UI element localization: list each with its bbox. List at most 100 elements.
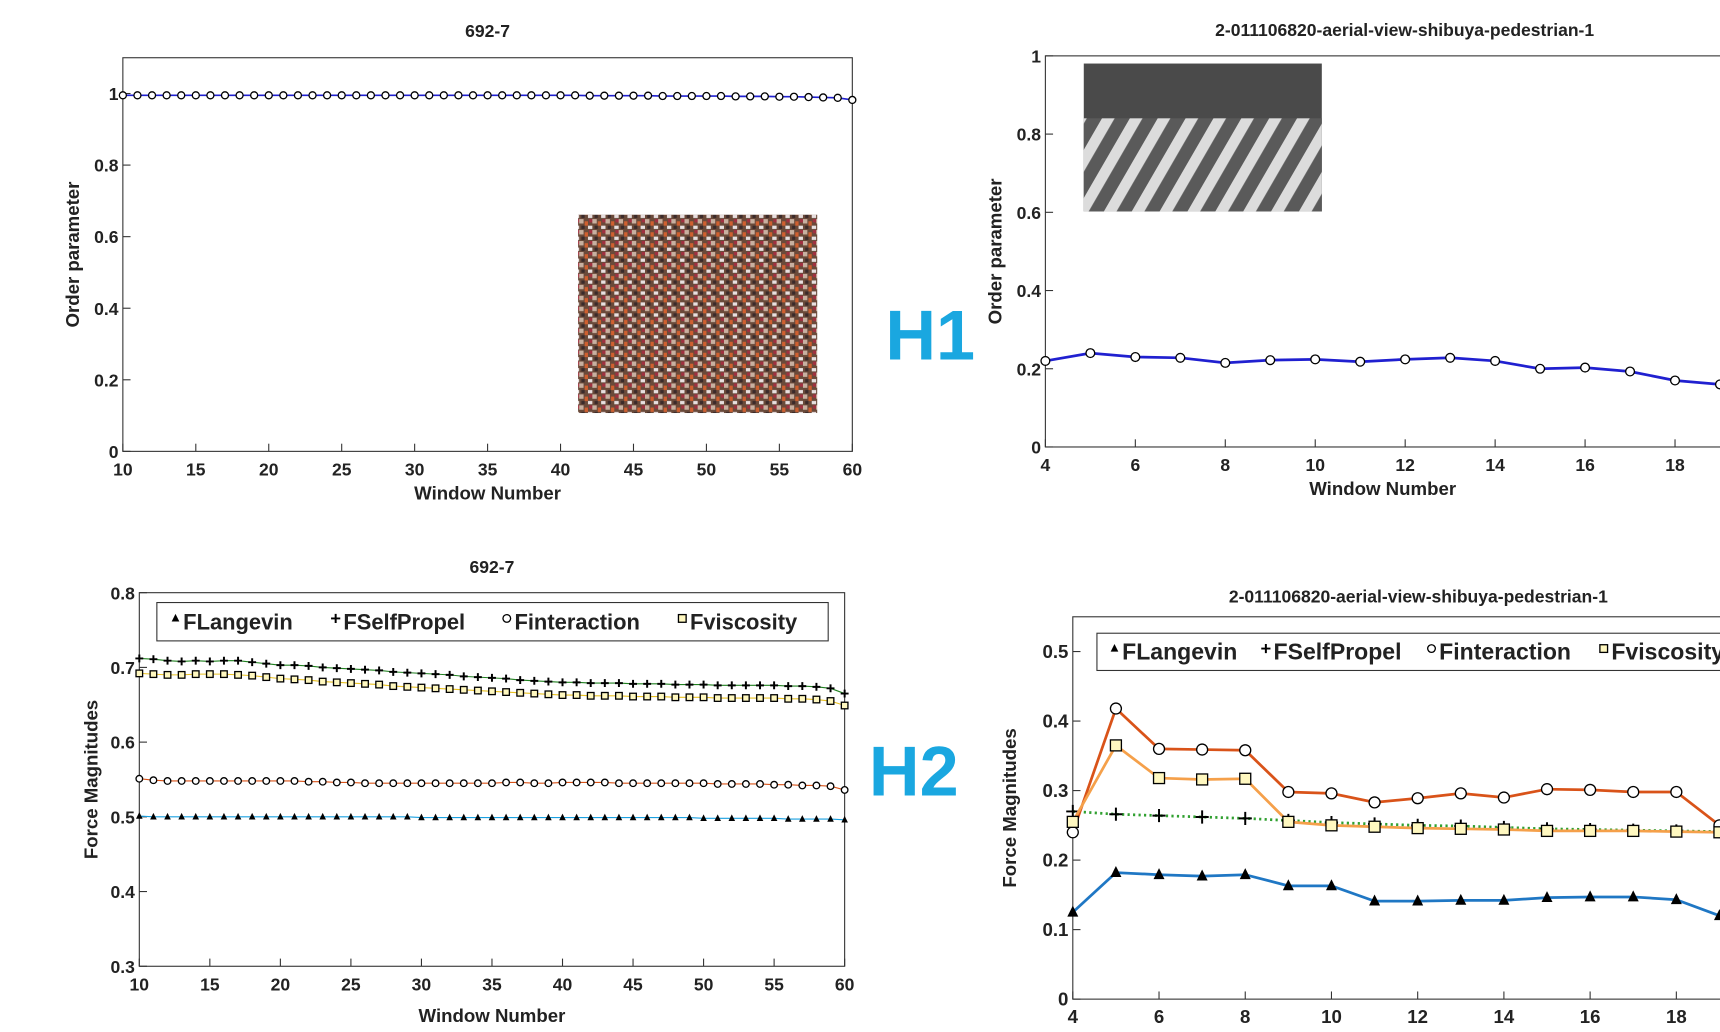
marker	[417, 779, 426, 788]
marker	[375, 680, 384, 689]
marker	[1411, 792, 1424, 805]
marker	[1325, 819, 1338, 832]
marker	[826, 697, 835, 705]
chart: 2-011106820-aerial-view-shibuya-pedestri…	[984, 20, 1720, 499]
marker	[657, 679, 666, 688]
marker	[389, 667, 398, 676]
marker	[714, 814, 721, 821]
marker	[585, 91, 594, 100]
marker	[488, 779, 496, 788]
marker	[1066, 826, 1079, 839]
marker	[163, 777, 172, 785]
marker	[439, 91, 448, 100]
marker	[468, 91, 478, 100]
marker	[643, 679, 652, 688]
marker	[395, 91, 405, 100]
marker	[135, 654, 144, 663]
marker	[276, 777, 285, 785]
y-tick-label: 0.4	[111, 882, 136, 902]
y-tick-label: 0.2	[1017, 359, 1042, 379]
marker	[1540, 783, 1554, 796]
marker	[587, 813, 595, 821]
marker	[558, 691, 567, 699]
x-tick-label: 6	[1154, 1006, 1164, 1027]
x-tick-label: 14	[1494, 1006, 1515, 1027]
marker	[446, 813, 453, 821]
marker	[614, 779, 623, 788]
marker	[403, 682, 412, 691]
marker	[727, 694, 736, 702]
marker	[1627, 785, 1640, 799]
marker	[333, 812, 341, 820]
x-tick-label: 60	[835, 974, 855, 994]
marker	[459, 779, 468, 788]
marker	[615, 813, 623, 821]
y-tick-label: 0.2	[94, 370, 119, 390]
marker	[629, 779, 637, 788]
y-tick-label: 0.8	[1017, 125, 1042, 145]
marker	[572, 678, 581, 687]
x-axis-label: Window Number	[419, 1005, 566, 1026]
x-tick-label: 8	[1220, 455, 1230, 475]
marker	[727, 681, 736, 690]
marker	[488, 687, 496, 696]
marker	[812, 682, 821, 691]
marker	[728, 814, 736, 821]
x-tick-label: 16	[1575, 455, 1595, 475]
marker	[220, 91, 230, 100]
marker	[418, 813, 425, 821]
legend-label: FSelfPropel	[1274, 639, 1402, 665]
marker	[366, 91, 376, 100]
marker	[178, 812, 185, 820]
x-axis-label: Window Number	[1309, 478, 1456, 499]
y-tick-label: 0.3	[1042, 780, 1068, 801]
legend-marker	[171, 613, 180, 622]
marker	[1412, 894, 1424, 906]
legend-label: Finteraction	[1439, 639, 1571, 665]
marker	[304, 777, 313, 786]
marker	[657, 813, 665, 821]
marker	[643, 813, 651, 821]
marker	[770, 814, 778, 821]
marker	[643, 91, 653, 100]
legend-marker	[331, 613, 341, 624]
chart: 692-7 0 0.2 0.4 0.6 0.8 1 10 15 20 25 30 35 40 45 50 55 6…	[62, 21, 862, 503]
marker	[498, 91, 507, 100]
x-tick-label: 45	[624, 459, 644, 479]
marker	[332, 664, 341, 673]
marker	[600, 91, 609, 100]
marker	[206, 91, 215, 100]
marker	[770, 780, 779, 789]
marker	[556, 91, 565, 100]
marker	[361, 812, 369, 820]
x-tick-label: 12	[1395, 455, 1415, 475]
chart-title: 692-7	[465, 21, 510, 41]
marker	[756, 814, 764, 821]
x-tick-label: 55	[770, 459, 790, 479]
y-tick-label: 0.4	[1017, 281, 1042, 301]
marker	[305, 812, 312, 820]
marker	[629, 692, 637, 701]
x-tick-label: 40	[551, 459, 571, 479]
marker	[1583, 824, 1597, 838]
marker	[346, 679, 355, 688]
marker	[1498, 893, 1510, 905]
marker	[1239, 744, 1252, 757]
marker	[149, 776, 158, 785]
marker	[798, 682, 807, 691]
series-line	[1045, 351, 1720, 386]
marker	[671, 693, 680, 702]
x-tick-label: 55	[764, 974, 784, 994]
marker	[840, 785, 849, 794]
marker	[727, 780, 736, 788]
marker	[133, 91, 142, 100]
marker	[812, 781, 821, 790]
y-tick-label: 0	[1058, 989, 1068, 1010]
marker	[512, 91, 521, 100]
marker	[775, 92, 784, 101]
panel-label: H2	[869, 731, 959, 810]
marker	[262, 777, 271, 785]
marker	[177, 91, 186, 100]
marker	[375, 779, 384, 788]
marker	[361, 665, 369, 674]
